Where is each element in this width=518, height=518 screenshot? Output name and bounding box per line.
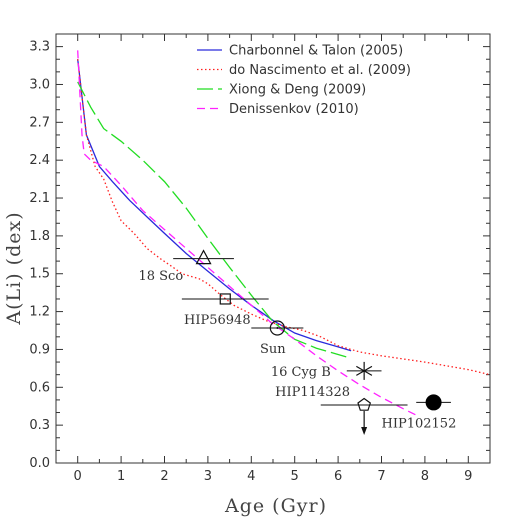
star-point-3: Sun [251,320,304,357]
series-line-2 [77,59,491,376]
star-point-2: HIP56948 [181,293,269,328]
legend-entry-4: Denissenkov (2010) [229,102,359,117]
y-tick-label: 1.8 [29,229,50,244]
legend: Charbonnel & Talon (2005) do Nascimento e… [197,44,411,117]
star-point-5: HIP114328 [275,385,408,435]
legend-entry-1: Charbonnel & Talon (2005) [229,44,403,59]
x-tick-label: 7 [377,469,385,484]
x-tick-label: 4 [247,469,255,484]
y-tick-label: 3.3 [29,40,50,55]
plot-frame [55,33,491,464]
star-label: Sun [260,342,286,357]
y-axis-title: A(Li) (dex) [3,211,25,325]
y-tick-label: 0.0 [29,456,50,471]
plot-border [55,33,491,464]
y-tick-label: 2.7 [29,115,50,130]
series-line-4 [77,50,417,416]
y-tick-label: 2.4 [29,153,50,168]
star-label: HIP102152 [382,417,457,432]
star-point-1: 18 Sco [138,249,234,284]
x-tick-label: 1 [117,469,125,484]
axis-ticks: 0 1 2 3 4 5 6 7 8 9 0.0 0.3 0.6 0.9 1.2 1.5 1.8 2.1 2.4 2.7… [29,34,491,484]
legend-entry-3: Xiong & Deng (2009) [229,83,366,98]
y-tick-label: 0.3 [29,418,50,433]
triangle-marker [195,249,212,265]
y-tick-label: 1.5 [29,267,50,282]
y-tick-label: 0.6 [29,380,50,395]
y-tick-label: 3.0 [29,77,50,92]
square-marker [219,293,231,305]
star-label: HIP114328 [275,385,350,400]
x-axis-title: Age (Gyr) [224,495,327,517]
star-points: 18 Sco HIP56948 Sun 16 Cyg B HIP114328 HIP102… [138,249,457,435]
asterisk-stroke [356,365,373,376]
y-tick-label: 0.9 [29,342,50,357]
x-tick-label: 8 [421,469,429,484]
star-point-6: HIP102152 [382,394,457,432]
sun-marker [269,320,285,336]
star-point-4: 16 Cyg B [271,361,382,380]
x-tick-label: 9 [464,469,472,484]
pentagon-marker [357,397,372,411]
x-tick-label: 0 [74,469,82,484]
upper-limit-arrowhead [361,426,368,435]
sun-marker-dot [276,326,279,329]
y-tick-label: 1.2 [29,305,50,320]
x-tick-label: 2 [160,469,168,484]
legend-entry-2: do Nascimento et al. (2009) [229,63,411,78]
star-label: 16 Cyg B [271,365,331,380]
star-label: 18 Sco [138,269,183,284]
star-label: HIP56948 [184,313,251,328]
x-tick-label: 6 [334,469,342,484]
x-tick-label: 3 [204,469,212,484]
y-tick-label: 2.1 [29,191,50,206]
x-tick-label: 5 [291,469,299,484]
filled-circle-marker [425,394,442,411]
